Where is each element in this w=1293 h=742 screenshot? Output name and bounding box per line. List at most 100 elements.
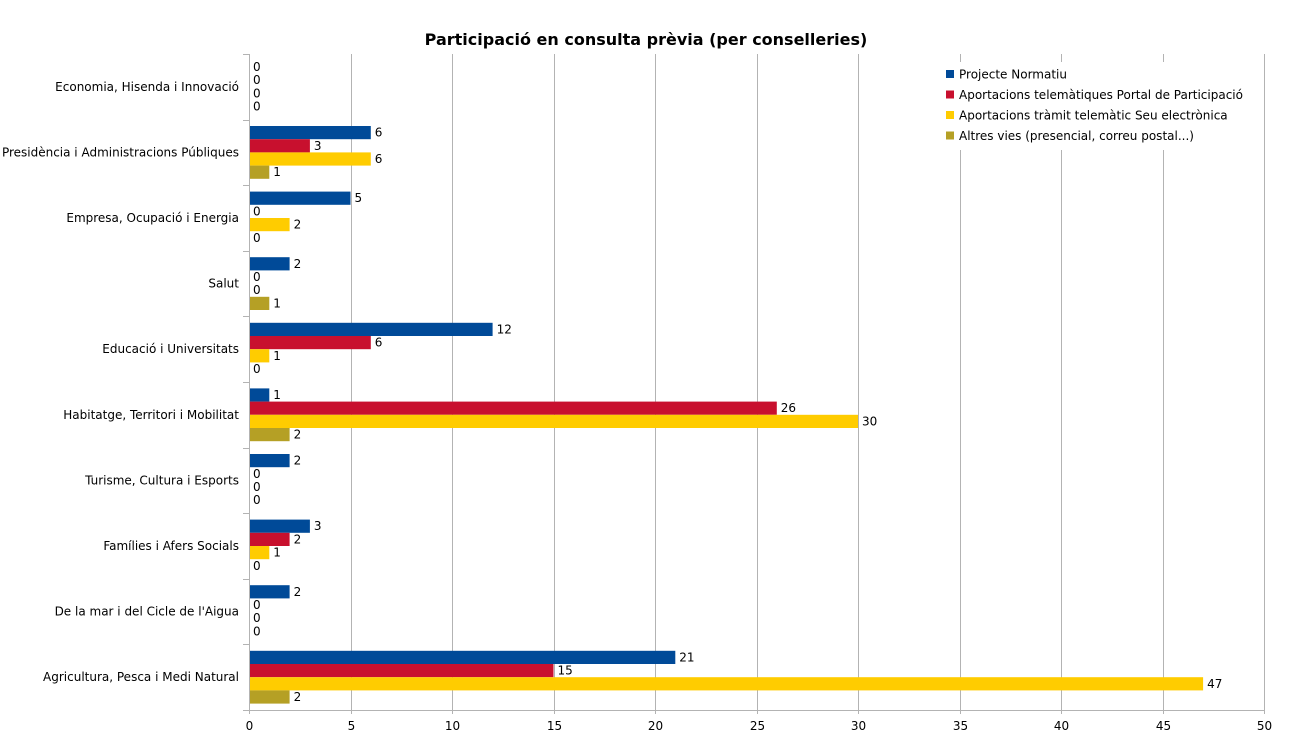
bar (250, 218, 290, 232)
data-label: 0 (253, 60, 261, 74)
legend-swatch (946, 90, 954, 99)
data-label: 0 (253, 493, 261, 507)
data-label: 1 (273, 349, 281, 363)
bar (250, 257, 290, 271)
data-label: 2 (294, 454, 302, 468)
x-tick-label: 15 (547, 719, 562, 733)
legend: Projecte Normatiu Aportacions telemàtique… (940, 62, 1243, 150)
data-label: 1 (273, 165, 281, 179)
category-label: Empresa, Ocupació i Energia (66, 211, 239, 225)
bar (250, 191, 351, 205)
bar (250, 650, 676, 664)
bar (250, 414, 858, 428)
bar (250, 677, 1204, 691)
data-label: 2 (294, 428, 302, 442)
bar (250, 152, 371, 166)
legend-entry: Altres vies (presencial, correu postal..… (959, 129, 1194, 143)
bar (250, 546, 270, 560)
data-label: 1 (273, 388, 281, 402)
bar (250, 126, 371, 140)
data-label: 21 (679, 650, 694, 664)
legend-entry: Aportacions tràmit telemàtic Seu electrò… (959, 109, 1228, 123)
category-label: Turisme, Cultura i Esports (84, 473, 239, 487)
legend-swatch (946, 70, 954, 78)
data-label: 1 (273, 296, 281, 310)
data-label: 12 (497, 322, 512, 336)
data-label: 47 (1207, 677, 1222, 691)
category-label: Presidència i Administracions Públiques (2, 145, 239, 159)
bar (250, 690, 290, 704)
bar (250, 532, 290, 546)
data-label: 2 (294, 218, 302, 232)
bar (250, 349, 270, 363)
data-label: 2 (294, 532, 302, 546)
data-label: 6 (375, 152, 383, 166)
data-label: 2 (294, 690, 302, 704)
bar (250, 401, 777, 415)
x-tick-label: 35 (953, 719, 968, 733)
x-tick-label: 45 (1156, 719, 1171, 733)
data-label: 0 (253, 467, 261, 481)
x-tick-label: 30 (851, 719, 866, 733)
data-label: 0 (253, 480, 261, 494)
legend-swatch (946, 131, 954, 140)
bar (250, 664, 554, 678)
bars (250, 126, 1204, 704)
value-labels: 0000636150202001126101263022000321020002… (253, 60, 1222, 704)
legend-swatch (946, 111, 954, 119)
bar (250, 322, 493, 336)
bar (250, 139, 310, 153)
data-label: 0 (253, 611, 261, 625)
data-label: 0 (253, 270, 261, 284)
data-label: 2 (294, 257, 302, 271)
x-tick-label: 40 (1054, 719, 1069, 733)
data-label: 2 (294, 585, 302, 599)
data-label: 0 (253, 283, 261, 297)
bar (250, 296, 270, 310)
x-tick-label: 25 (750, 719, 765, 733)
category-label: Salut (208, 277, 239, 291)
data-label: 26 (781, 401, 796, 415)
bar (250, 585, 290, 599)
data-label: 30 (862, 414, 877, 428)
data-label: 6 (375, 336, 383, 350)
bar (250, 519, 310, 533)
data-label: 3 (314, 519, 322, 533)
data-label: 1 (273, 546, 281, 560)
data-label: 15 (558, 664, 573, 678)
data-label: 0 (253, 559, 261, 573)
data-label: 3 (314, 139, 322, 153)
bar (250, 428, 290, 442)
category-label: De la mar i del Cicle de l'Aigua (55, 605, 239, 619)
x-tick-label: 20 (648, 719, 663, 733)
data-label: 0 (253, 362, 261, 376)
bar (250, 454, 290, 468)
category-label: Economia, Hisenda i Innovació (55, 80, 239, 94)
bar (250, 336, 371, 350)
bar (250, 388, 270, 402)
data-label: 0 (253, 73, 261, 87)
category-label: Famílies i Afers Socials (103, 539, 239, 553)
data-label: 0 (253, 86, 261, 100)
grid-lines (351, 54, 1265, 710)
category-label: Habitatge, Territori i Mobilitat (63, 408, 239, 422)
data-label: 0 (253, 204, 261, 218)
legend-entry: Projecte Normatiu (959, 68, 1067, 82)
data-label: 6 (375, 126, 383, 140)
bar (250, 165, 270, 179)
data-label: 5 (355, 191, 363, 205)
chart-title: Participació en consulta prèvia (per con… (425, 30, 868, 49)
x-tick-label: 0 (246, 719, 254, 733)
legend-entry: Aportacions telemàtiques Portal de Parti… (959, 88, 1243, 102)
x-tick-label: 5 (348, 719, 356, 733)
data-label: 0 (253, 598, 261, 612)
x-tick-label: 10 (445, 719, 460, 733)
legend-background (940, 62, 1240, 150)
data-label: 0 (253, 624, 261, 638)
data-label: 0 (253, 231, 261, 245)
category-label: Educació i Universitats (102, 342, 239, 356)
category-label: Agricultura, Pesca i Medi Natural (43, 670, 239, 684)
